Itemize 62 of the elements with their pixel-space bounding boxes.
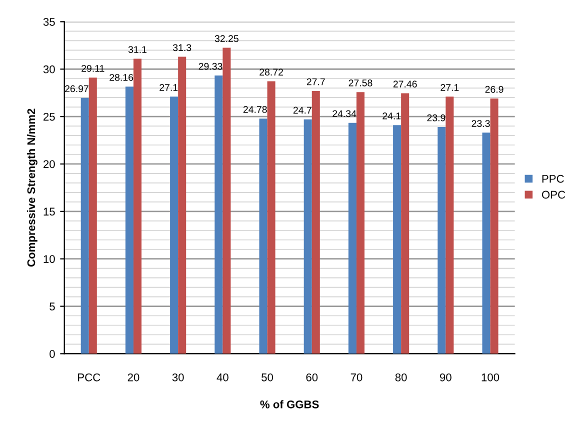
- x-tick-label: 60: [306, 373, 318, 382]
- bar: [214, 75, 223, 354]
- data-label: 29.11: [82, 64, 104, 72]
- data-label: 31.1: [128, 46, 146, 53]
- y-tick-label: 20: [44, 160, 55, 168]
- data-label: 23.3: [472, 120, 490, 127]
- bar: [401, 93, 410, 354]
- data-label: 27.46: [393, 80, 417, 88]
- y-axis-title: Compressive Strength N/mm2: [27, 108, 38, 267]
- x-tick-label: PCC: [78, 373, 100, 382]
- x-tick-label: 100: [482, 373, 500, 382]
- data-label: 29.33: [198, 62, 222, 70]
- data-label: 24.34: [332, 110, 356, 118]
- data-label: 24.1: [382, 112, 401, 120]
- bar: [133, 58, 142, 354]
- x-tick-label: 70: [350, 373, 362, 382]
- x-tick-label: 80: [395, 373, 407, 382]
- x-tick-label: 30: [172, 373, 184, 382]
- y-tick-label: 30: [43, 65, 55, 74]
- y-tick-label: 5: [50, 302, 55, 310]
- x-tick-label: 40: [216, 373, 228, 382]
- x-tick-label: 50: [262, 373, 274, 382]
- data-label: 26.9: [485, 86, 504, 93]
- data-label: 27.1: [160, 84, 178, 91]
- data-label: 24.78: [243, 106, 267, 113]
- legend-label: PPC: [542, 174, 564, 183]
- bar: [356, 92, 364, 354]
- data-label: 27.58: [348, 79, 372, 86]
- bar: [438, 126, 446, 354]
- bar: [80, 98, 89, 354]
- bar: [88, 78, 97, 354]
- data-label: 24.7: [293, 106, 312, 114]
- x-tick-label: 90: [440, 373, 452, 382]
- data-label: 31.3: [173, 44, 192, 52]
- bar: [393, 125, 402, 354]
- bar: [304, 119, 312, 354]
- bar: [178, 56, 186, 354]
- bar: [348, 122, 356, 354]
- bar: [482, 132, 490, 354]
- data-label: 23.9: [427, 114, 446, 122]
- bar: [312, 90, 320, 354]
- bar: [125, 86, 134, 354]
- data-label: 28.16: [110, 74, 134, 81]
- data-label: 26.97: [65, 85, 88, 92]
- bar: [222, 48, 231, 354]
- y-tick-label: 0: [50, 350, 55, 358]
- bar: [490, 98, 498, 354]
- data-label: 32.25: [214, 35, 238, 42]
- y-tick-label: 10: [44, 255, 55, 263]
- bar: [170, 96, 178, 354]
- y-tick-label: 25: [44, 112, 55, 121]
- y-tick-label: 15: [44, 208, 55, 216]
- bar: [259, 118, 268, 354]
- bar: [446, 96, 454, 354]
- bar: [267, 81, 276, 354]
- data-label: 28.72: [260, 68, 283, 76]
- y-tick-label: 35: [43, 18, 55, 26]
- x-tick-label: 20: [128, 373, 140, 382]
- x-axis-title: % of GGBS: [260, 400, 319, 408]
- legend-label: OPC: [542, 190, 566, 199]
- data-label: 27.1: [440, 84, 459, 91]
- data-label: 27.7: [306, 78, 325, 86]
